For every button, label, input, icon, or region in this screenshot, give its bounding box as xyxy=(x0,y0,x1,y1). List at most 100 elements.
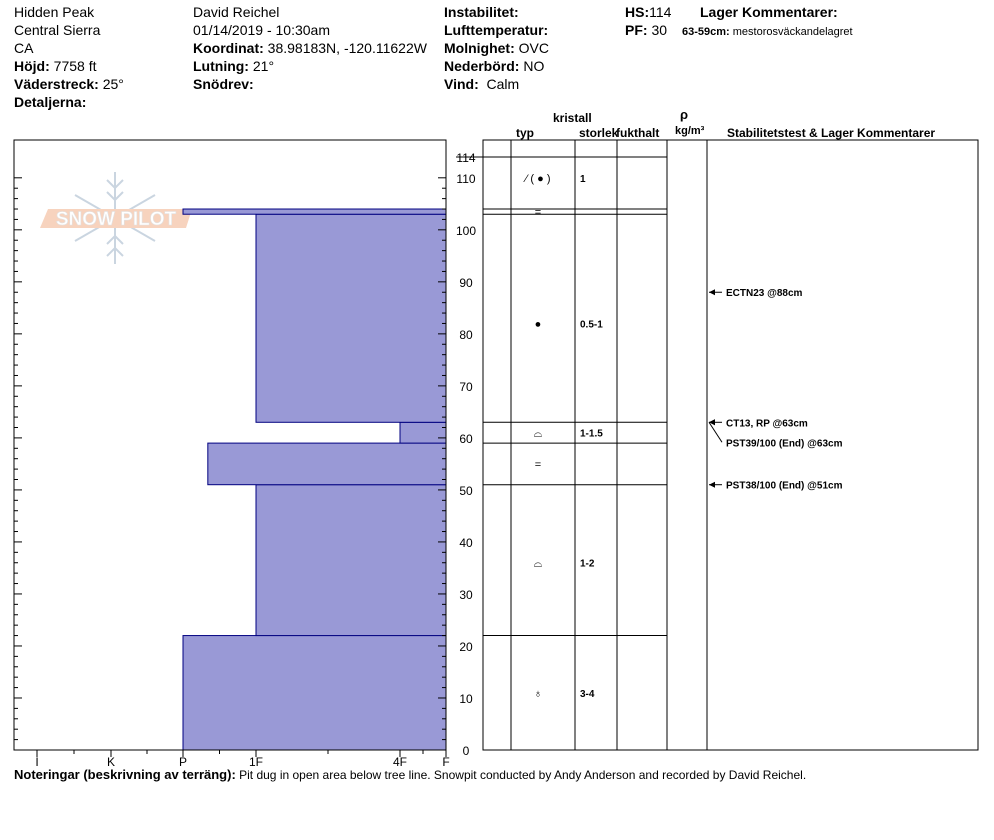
mountain-range: Central Sierra xyxy=(14,22,101,38)
sky-value: OVC xyxy=(518,40,549,56)
y-tick-label: 30 xyxy=(459,588,473,602)
datetime: 01/14/2019 - 10:30am xyxy=(193,22,330,38)
density-unit-header: kg/m³ xyxy=(675,125,705,137)
y-tick-label: 40 xyxy=(459,536,473,550)
hardness-bar xyxy=(182,208,447,215)
y-tick-label: 90 xyxy=(459,276,473,290)
hardness-frame xyxy=(13,139,447,751)
layer-comment: 63-59cm: mestorosväckandelagret xyxy=(682,24,853,40)
hs: HS:114 xyxy=(625,4,671,20)
x-tick-label: 4F xyxy=(393,755,407,769)
moisture-header: fukthalt xyxy=(616,126,660,140)
sky: Molnighet: OVC xyxy=(444,40,549,56)
layer-comments-label: Lager Kommentarer: xyxy=(700,4,838,20)
stability-test-label: CT13, RP @63cm xyxy=(726,418,808,429)
x-tick-label: I xyxy=(35,755,38,769)
elevation-label: Höjd: xyxy=(14,58,50,74)
details-label: Detaljerna: xyxy=(14,94,87,110)
stability-header: Stabilitetstest & Lager Kommentarer xyxy=(727,126,936,140)
coord-label: Koordinat: xyxy=(193,40,264,56)
layer-comment-text: mestorosväckandelagret xyxy=(732,26,853,38)
y-tick-label: 10 xyxy=(459,692,473,706)
slope-label: Lutning: xyxy=(193,58,249,74)
airtemp-label: Lufttemperatur: xyxy=(444,22,549,38)
crystal-type: ⁄ ( ● ) xyxy=(523,173,551,185)
logo-text: SNOW PILOT xyxy=(56,209,177,230)
x-tick-label: F xyxy=(442,755,449,769)
sky-label: Molnighet: xyxy=(444,40,515,56)
crystal-size: 0.5-1 xyxy=(580,319,603,330)
crystal-size: 3-4 xyxy=(580,689,595,700)
y-top-label: 114 xyxy=(456,151,475,165)
wind-label: Vind: xyxy=(444,76,479,92)
y-tick-label: 60 xyxy=(459,432,473,446)
y-tick-label: 80 xyxy=(459,328,473,342)
y-tick-label: 70 xyxy=(459,380,473,394)
crystal-type: = xyxy=(535,207,541,219)
layer-comment-range: 63-59cm: xyxy=(682,26,730,38)
notes-label: Noteringar (beskrivning av terräng): xyxy=(14,767,236,782)
y-tick-label: 0 xyxy=(463,744,470,758)
hs-value: 114 xyxy=(649,4,672,20)
aspect: Väderstreck: 25° xyxy=(14,76,124,92)
y-tick-label: 110 xyxy=(456,172,475,186)
slope: Lutning: 21° xyxy=(193,58,274,74)
crystal-type: ♁ xyxy=(534,688,542,700)
wind: Vind: Calm xyxy=(444,76,519,92)
drift-label: Snödrev: xyxy=(193,76,254,92)
notes: Noteringar (beskrivning av terräng): Pit… xyxy=(14,767,806,782)
location: Hidden Peak xyxy=(14,4,95,20)
x-tick-label: P xyxy=(179,755,187,769)
instability-label: Instabilitet: xyxy=(444,4,519,20)
slope-value: 21° xyxy=(252,58,275,74)
stability-test-label: PST38/100 (End) @51cm xyxy=(726,481,843,492)
coord-value: 38.98183N, -120.11622W xyxy=(267,40,427,56)
pf: PF: 30 xyxy=(625,22,667,38)
type-header: typ xyxy=(516,126,534,140)
crystal-type: ⌓ xyxy=(534,558,543,570)
hardness-bar xyxy=(182,635,447,751)
x-tick-label: 1F xyxy=(249,755,263,769)
aspect-value: 25° xyxy=(102,76,124,92)
wind-value: Calm xyxy=(486,76,520,92)
elevation: Höjd: 7758 ft xyxy=(14,58,96,74)
notes-text: Pit dug in open area below tree line. Sn… xyxy=(239,768,807,782)
hs-label: HS: xyxy=(625,4,650,20)
coordinates: Koordinat: 38.98183N, -120.11622W xyxy=(193,40,427,56)
size-header: storlek xyxy=(579,126,617,140)
hardness-bar xyxy=(399,421,447,444)
state: CA xyxy=(14,40,34,56)
precip: Nederbörd: NO xyxy=(444,58,544,74)
observer: David Reichel xyxy=(193,4,280,20)
crystal-type: ● xyxy=(535,318,542,330)
snow-profile-chart: SNOW PILOT 0102030405060708090100110114 … xyxy=(13,139,979,769)
crystal-size: 1-2 xyxy=(580,559,595,570)
y-tick-label: 100 xyxy=(456,224,476,238)
elevation-value: 7758 ft xyxy=(53,58,97,74)
precip-label: Nederbörd: xyxy=(444,58,520,74)
pf-value: 30 xyxy=(651,22,668,38)
stability-test-label: ECTN23 @88cm xyxy=(726,288,803,299)
test-arrow xyxy=(709,289,715,296)
pf-label: PF: xyxy=(625,22,648,38)
crystal-header: kristall xyxy=(553,111,592,125)
crystal-type: = xyxy=(535,459,541,471)
y-tick-label: 20 xyxy=(459,640,473,654)
x-tick-label: K xyxy=(107,755,115,769)
y-tick-label: 50 xyxy=(459,484,473,498)
test-arrow xyxy=(709,481,715,488)
crystal-size: 1-1.5 xyxy=(580,429,603,440)
aspect-label: Väderstreck: xyxy=(14,76,99,92)
precip-value: NO xyxy=(523,58,545,74)
hardness-bar xyxy=(207,442,447,486)
rho-header: ρ xyxy=(680,107,689,122)
crystal-size: 1 xyxy=(580,174,586,185)
hardness-bar xyxy=(255,213,447,423)
crystal-type: ⌓ xyxy=(534,428,543,440)
stability-test-label: PST39/100 (End) @63cm xyxy=(726,438,843,449)
test-arrow xyxy=(709,419,715,426)
hardness-bar xyxy=(255,484,447,637)
snow-pilot-logo: SNOW PILOT xyxy=(40,172,192,264)
layer-table-frame xyxy=(482,139,979,751)
test-pointer xyxy=(708,422,723,443)
